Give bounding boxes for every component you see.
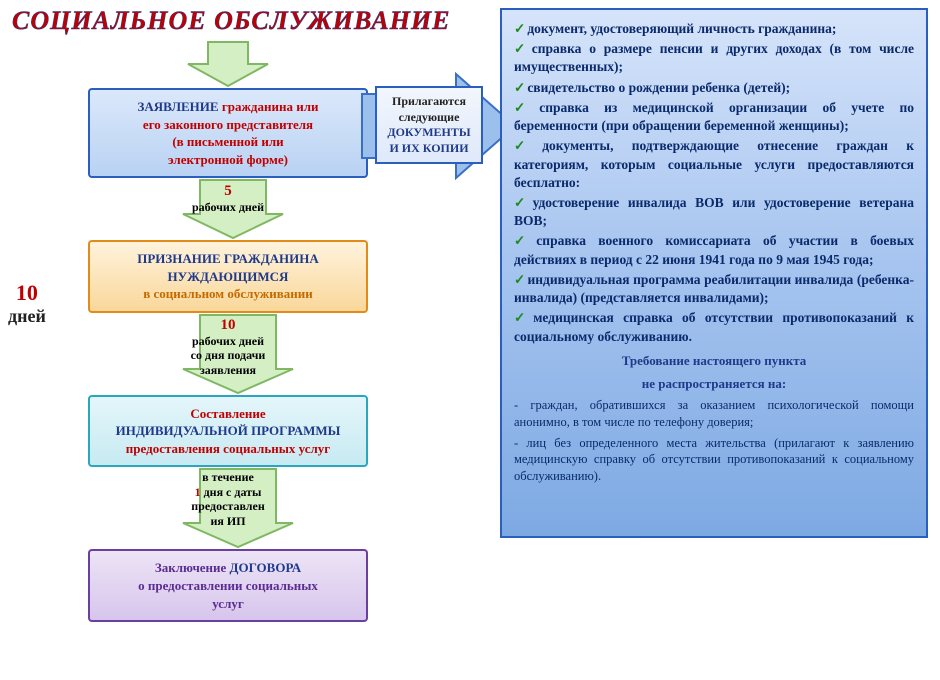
document-item: ✓документ, удостоверяющий личность гражд… <box>514 20 914 38</box>
overall-days-num: 10 <box>8 280 46 306</box>
document-item: ✓удостоверение инвалида ВОВ или удостове… <box>514 194 914 230</box>
document-item: ✓медицинская справка об отсутствии проти… <box>514 309 914 345</box>
document-item-text: индивидуальная программа реабилитации ин… <box>514 272 914 305</box>
text: предоставления социальных услуг <box>126 441 330 456</box>
arrow-down-2: 5 рабочих дней <box>178 178 278 240</box>
check-icon: ✓ <box>514 21 525 36</box>
document-item-text: справка о размере пенсии и других дохода… <box>514 41 914 74</box>
text: НУЖДАЮЩИМСЯ <box>168 269 289 284</box>
overall-days-label: 10 дней <box>8 280 46 327</box>
text: рабочих дней <box>192 200 264 214</box>
text: ДОКУМЕНТЫ <box>381 125 477 141</box>
document-item-text: документы, подтверждающие отнесение граж… <box>514 138 914 189</box>
text: заявления <box>200 363 256 377</box>
check-icon: ✓ <box>514 80 525 95</box>
text: предоставлен <box>191 499 265 513</box>
text: 5 <box>224 183 232 199</box>
document-item-text: справка военного комиссариата об участии… <box>514 233 914 266</box>
text: услуг <box>212 596 244 611</box>
text: ЗАЯВЛЕНИЕ <box>138 99 222 114</box>
flow-column: ЗАЯВЛЕНИЕ гражданина или его законного п… <box>78 40 378 622</box>
step-box-recognition: ПРИЗНАНИЕ ГРАЖДАНИНА НУЖДАЮЩИМСЯ в социа… <box>88 240 368 313</box>
text: 10 <box>221 317 236 333</box>
arrow-down-4: в течение 1 дня с даты предоставлен ия И… <box>178 467 278 549</box>
text: гражданина или <box>222 99 319 114</box>
text: ия ИП <box>210 514 245 528</box>
text: со дня подачи <box>191 348 266 362</box>
text: следующие <box>381 110 477 126</box>
step-box-application: ЗАЯВЛЕНИЕ гражданина или его законного п… <box>88 88 368 178</box>
document-item: ✓документы, подтверждающие отнесение гра… <box>514 137 914 192</box>
text: ИНДИВИДУАЛЬНОЙ ПРОГРАММЫ <box>116 423 341 438</box>
document-item-text: документ, удостоверяющий личность гражда… <box>527 21 836 36</box>
arrow-label: 10 рабочих дней со дня подачи заявления <box>173 316 283 377</box>
documents-panel: ✓документ, удостоверяющий личность гражд… <box>500 8 928 538</box>
panel-note: - лиц без определенного места жительства… <box>514 435 914 486</box>
step-box-contract: Заключение ДОГОВОРА о предоставлении соц… <box>88 549 368 622</box>
arrow-down-1 <box>178 40 278 88</box>
panel-subhead: Требование настоящего пункта <box>514 352 914 370</box>
text: Прилагаются <box>381 94 477 110</box>
text: о предоставлении социальных <box>138 578 318 593</box>
check-icon: ✓ <box>514 41 530 56</box>
text: в течение <box>202 470 254 484</box>
overall-days-unit: дней <box>8 306 46 327</box>
text: И ИХ КОПИИ <box>381 141 477 157</box>
document-item: ✓индивидуальная программа реабилитации и… <box>514 271 914 307</box>
document-item-text: медицинская справка об отсутствии против… <box>514 310 914 343</box>
document-item: ✓справка из медицинской организации об у… <box>514 99 914 135</box>
document-item-text: справка из медицинской организации об уч… <box>514 100 914 133</box>
document-item-text: свидетельство о рождении ребенка (детей)… <box>527 80 790 95</box>
document-item: ✓справка военного комиссариата об участи… <box>514 232 914 268</box>
text: Заключение <box>155 560 230 575</box>
step-box-individual-program: Составление ИНДИВИДУАЛЬНОЙ ПРОГРАММЫ пре… <box>88 395 368 468</box>
text: (в письменной или <box>172 134 283 149</box>
arrow-down-3: 10 рабочих дней со дня подачи заявления <box>178 313 278 395</box>
document-item: ✓свидетельство о рождении ребенка (детей… <box>514 79 914 97</box>
text: в социальном обслуживании <box>143 286 312 301</box>
arrow-label: 5 рабочих дней <box>178 182 278 214</box>
documents-label-box: Прилагаются следующие ДОКУМЕНТЫ И ИХ КОП… <box>375 86 483 164</box>
page-title: СОЦИАЛЬНОЕ ОБСЛУЖИВАНИЕ <box>12 6 451 36</box>
check-icon: ✓ <box>514 310 531 325</box>
check-icon: ✓ <box>514 195 531 210</box>
text: ПРИЗНАНИЕ ГРАЖДАНИНА <box>137 251 319 266</box>
check-icon: ✓ <box>514 233 534 248</box>
text: рабочих дней <box>192 334 264 348</box>
check-icon: ✓ <box>514 138 540 153</box>
panel-note: - граждан, обратившихся за оказанием пси… <box>514 397 914 431</box>
check-icon: ✓ <box>514 272 525 287</box>
text: электронной форме) <box>168 152 288 167</box>
arrow-down-icon <box>188 42 268 86</box>
document-item: ✓справка о размере пенсии и других доход… <box>514 40 914 76</box>
panel-subhead: не распространяется на: <box>514 375 914 393</box>
text: Составление <box>190 406 265 421</box>
arrow-label: в течение 1 дня с даты предоставлен ия И… <box>173 470 283 528</box>
check-icon: ✓ <box>514 100 537 115</box>
text: ДОГОВОРА <box>230 560 302 575</box>
document-item-text: удостоверение инвалида ВОВ или удостовер… <box>514 195 914 228</box>
text: его законного представителя <box>143 117 313 132</box>
text: дня с даты <box>201 485 262 499</box>
